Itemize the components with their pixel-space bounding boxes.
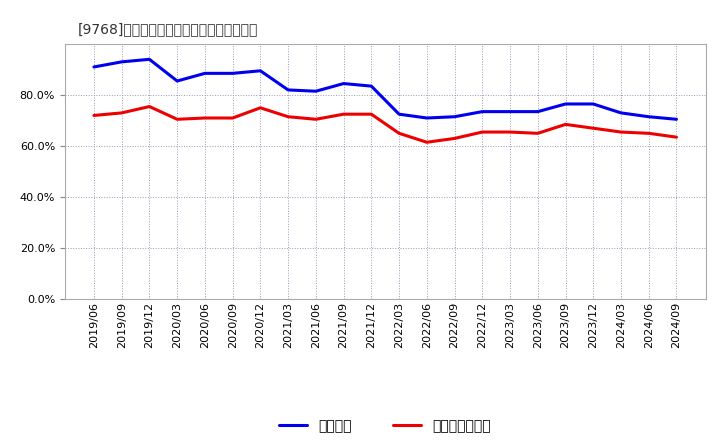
固定比率: [256, 68, 265, 73]
Text: [9768]　固定比率、固定長期適合率の推移: [9768] 固定比率、固定長期適合率の推移: [78, 22, 258, 36]
固定比率: [339, 81, 348, 86]
固定長期適合率: [284, 114, 292, 119]
固定長期適合率: [201, 115, 210, 121]
Line: 固定比率: 固定比率: [94, 59, 677, 119]
固定長期適合率: [89, 113, 98, 118]
固定長期適合率: [561, 122, 570, 127]
固定長期適合率: [534, 131, 542, 136]
固定長期適合率: [616, 129, 625, 135]
固定比率: [616, 110, 625, 116]
固定長期適合率: [173, 117, 181, 122]
固定比率: [423, 115, 431, 121]
固定比率: [201, 71, 210, 76]
固定長期適合率: [395, 131, 403, 136]
固定長期適合率: [505, 129, 514, 135]
固定比率: [228, 71, 237, 76]
固定比率: [367, 84, 376, 89]
固定長期適合率: [644, 131, 653, 136]
Legend: 固定比率, 固定長期適合率: 固定比率, 固定長期適合率: [274, 413, 497, 438]
固定比率: [173, 78, 181, 84]
固定長期適合率: [478, 129, 487, 135]
固定比率: [534, 109, 542, 114]
固定比率: [117, 59, 126, 65]
固定比率: [672, 117, 681, 122]
固定比率: [505, 109, 514, 114]
固定比率: [478, 109, 487, 114]
固定長期適合率: [450, 136, 459, 141]
固定比率: [284, 87, 292, 92]
固定長期適合率: [589, 125, 598, 131]
固定長期適合率: [423, 139, 431, 145]
Line: 固定長期適合率: 固定長期適合率: [94, 106, 677, 142]
固定長期適合率: [228, 115, 237, 121]
固定比率: [145, 57, 154, 62]
固定比率: [561, 101, 570, 106]
固定比率: [395, 111, 403, 117]
固定長期適合率: [145, 104, 154, 109]
固定比率: [644, 114, 653, 119]
固定比率: [89, 64, 98, 70]
固定比率: [589, 101, 598, 106]
固定長期適合率: [256, 105, 265, 110]
固定比率: [312, 88, 320, 94]
固定比率: [450, 114, 459, 119]
固定長期適合率: [367, 111, 376, 117]
固定長期適合率: [339, 111, 348, 117]
固定長期適合率: [312, 117, 320, 122]
固定長期適合率: [672, 135, 681, 140]
固定長期適合率: [117, 110, 126, 116]
